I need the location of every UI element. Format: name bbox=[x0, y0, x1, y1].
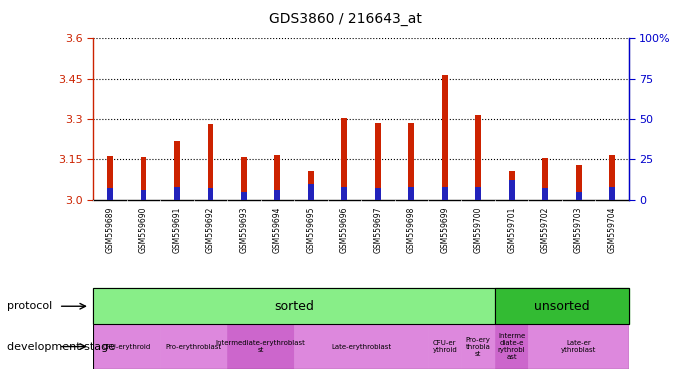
Bar bbox=[495, 324, 529, 369]
Text: Pro-erythroblast: Pro-erythroblast bbox=[166, 344, 222, 349]
Text: Pro-ery
throbla
st: Pro-ery throbla st bbox=[466, 336, 491, 357]
Bar bbox=[609, 187, 615, 200]
Text: development stage: development stage bbox=[7, 342, 115, 352]
Bar bbox=[207, 189, 214, 200]
Bar bbox=[542, 158, 548, 200]
Text: GSM559689: GSM559689 bbox=[106, 207, 115, 253]
Bar bbox=[274, 154, 281, 200]
Bar bbox=[375, 123, 381, 200]
Text: GSM559694: GSM559694 bbox=[273, 207, 282, 253]
Bar bbox=[207, 124, 214, 200]
Bar bbox=[241, 157, 247, 200]
Bar bbox=[341, 118, 348, 200]
Text: unsorted: unsorted bbox=[534, 300, 589, 313]
Bar bbox=[140, 190, 146, 200]
Bar bbox=[308, 184, 314, 200]
Text: GSM559697: GSM559697 bbox=[373, 207, 382, 253]
Text: protocol: protocol bbox=[7, 301, 52, 311]
Bar bbox=[462, 324, 495, 369]
Bar bbox=[576, 192, 582, 200]
Bar bbox=[93, 324, 160, 369]
Bar bbox=[174, 187, 180, 200]
Bar bbox=[529, 324, 629, 369]
Text: GSM559702: GSM559702 bbox=[540, 207, 549, 253]
Text: GSM559703: GSM559703 bbox=[574, 207, 583, 253]
Bar bbox=[442, 187, 448, 200]
Bar bbox=[174, 141, 180, 200]
Bar bbox=[160, 324, 227, 369]
Bar bbox=[107, 189, 113, 200]
Bar bbox=[93, 288, 495, 324]
Text: GSM559696: GSM559696 bbox=[340, 207, 349, 253]
Bar bbox=[140, 157, 146, 200]
Bar bbox=[428, 324, 462, 369]
Bar bbox=[274, 190, 281, 200]
Bar bbox=[227, 324, 294, 369]
Bar bbox=[341, 187, 348, 200]
Text: sorted: sorted bbox=[274, 300, 314, 313]
Bar bbox=[308, 170, 314, 200]
Bar bbox=[609, 154, 615, 200]
Bar bbox=[509, 172, 515, 200]
Text: GSM559691: GSM559691 bbox=[173, 207, 182, 253]
Bar bbox=[107, 156, 113, 200]
Text: CFU-er
ythroid: CFU-er ythroid bbox=[433, 340, 457, 353]
Text: GSM559698: GSM559698 bbox=[407, 207, 416, 253]
Text: GSM559690: GSM559690 bbox=[139, 207, 148, 253]
Bar bbox=[576, 165, 582, 200]
Text: GSM559693: GSM559693 bbox=[239, 207, 248, 253]
Text: GDS3860 / 216643_at: GDS3860 / 216643_at bbox=[269, 12, 422, 25]
Text: CFU-erythroid: CFU-erythroid bbox=[103, 344, 151, 349]
Bar bbox=[375, 189, 381, 200]
Bar bbox=[241, 192, 247, 200]
Text: GSM559695: GSM559695 bbox=[306, 207, 315, 253]
Text: Interme
diate-e
rythrobl
ast: Interme diate-e rythrobl ast bbox=[498, 333, 525, 360]
Text: GSM559700: GSM559700 bbox=[474, 207, 483, 253]
Bar bbox=[408, 123, 414, 200]
Text: Late-erythroblast: Late-erythroblast bbox=[331, 344, 391, 349]
Bar bbox=[475, 115, 481, 200]
Text: GSM559704: GSM559704 bbox=[607, 207, 616, 253]
Text: Late-er
ythroblast: Late-er ythroblast bbox=[561, 340, 596, 353]
Bar bbox=[475, 187, 481, 200]
Text: Intermediate-erythroblast
st: Intermediate-erythroblast st bbox=[216, 340, 305, 353]
Bar bbox=[495, 288, 629, 324]
Bar bbox=[408, 187, 414, 200]
Bar bbox=[542, 189, 548, 200]
Bar bbox=[294, 324, 428, 369]
Text: GSM559692: GSM559692 bbox=[206, 207, 215, 253]
Bar bbox=[442, 75, 448, 200]
Bar bbox=[509, 180, 515, 200]
Text: GSM559701: GSM559701 bbox=[507, 207, 516, 253]
Text: GSM559699: GSM559699 bbox=[440, 207, 449, 253]
